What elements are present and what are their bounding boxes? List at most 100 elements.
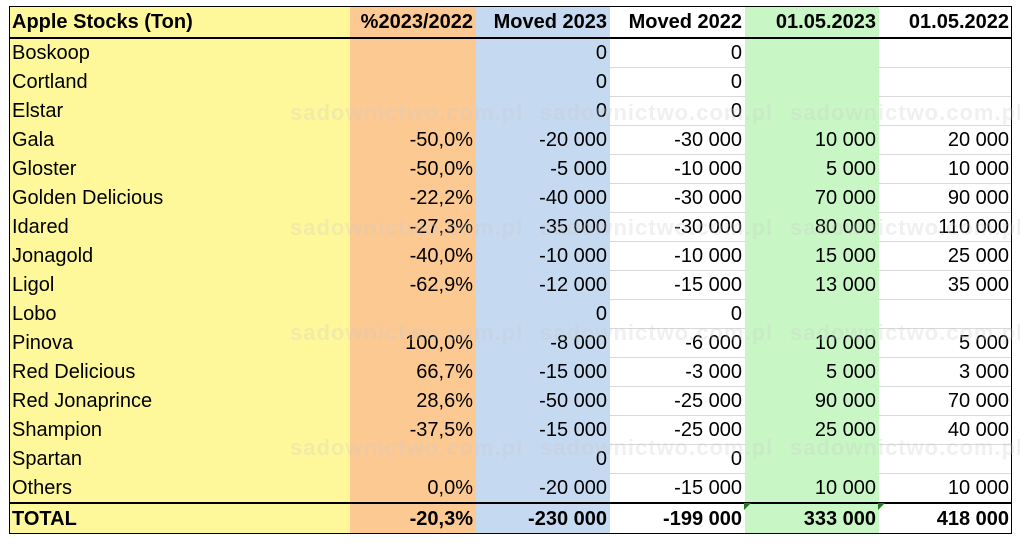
cell-variety[interactable]: Lobo: [9, 299, 350, 329]
cell-moved-2023[interactable]: -40 000: [476, 183, 610, 213]
total-change-percent[interactable]: -20,3%: [350, 502, 476, 533]
cell-stock-2022[interactable]: 25 000: [879, 241, 1012, 271]
cell-change-percent[interactable]: -62,9%: [350, 270, 476, 300]
cell-stock-2023[interactable]: [745, 67, 879, 97]
cell-stock-2023[interactable]: 5 000: [745, 357, 879, 387]
cell-moved-2023[interactable]: -15 000: [476, 357, 610, 387]
cell-variety[interactable]: Jonagold: [9, 241, 350, 271]
cell-stock-2022[interactable]: 110 000: [879, 212, 1012, 242]
cell-variety[interactable]: Spartan: [9, 444, 350, 474]
cell-stock-2022[interactable]: [879, 96, 1012, 126]
cell-stock-2023[interactable]: 70 000: [745, 183, 879, 213]
header-variety[interactable]: Apple Stocks (Ton): [9, 6, 350, 39]
cell-moved-2023[interactable]: 0: [476, 444, 610, 474]
cell-change-percent[interactable]: 66,7%: [350, 357, 476, 387]
cell-moved-2022[interactable]: -10 000: [610, 154, 745, 184]
cell-variety[interactable]: Gloster: [9, 154, 350, 184]
cell-moved-2022[interactable]: 0: [610, 299, 745, 329]
total-stock-2023[interactable]: 333 000: [745, 502, 879, 533]
cell-stock-2022[interactable]: 10 000: [879, 473, 1012, 504]
cell-moved-2022[interactable]: 0: [610, 444, 745, 474]
cell-stock-2023[interactable]: 25 000: [745, 415, 879, 445]
cell-stock-2023[interactable]: 10 000: [745, 473, 879, 503]
cell-moved-2022[interactable]: -30 000: [610, 212, 745, 242]
header-stock-2023[interactable]: 01.05.2023: [745, 6, 879, 39]
cell-stock-2022[interactable]: 70 000: [879, 386, 1012, 416]
cell-moved-2023[interactable]: -50 000: [476, 386, 610, 416]
header-moved-2022[interactable]: Moved 2022: [610, 6, 745, 39]
cell-change-percent[interactable]: [350, 299, 476, 329]
header-moved-2023[interactable]: Moved 2023: [476, 6, 610, 39]
cell-moved-2023[interactable]: -15 000: [476, 415, 610, 445]
cell-change-percent[interactable]: -22,2%: [350, 183, 476, 213]
cell-stock-2022[interactable]: 20 000: [879, 125, 1012, 155]
cell-stock-2023[interactable]: 15 000: [745, 241, 879, 271]
cell-variety[interactable]: Shampion: [9, 415, 350, 445]
cell-moved-2023[interactable]: -12 000: [476, 270, 610, 300]
cell-variety[interactable]: Ligol: [9, 270, 350, 300]
cell-moved-2023[interactable]: -20 000: [476, 473, 610, 503]
total-stock-2022[interactable]: 418 000: [879, 502, 1012, 533]
cell-stock-2022[interactable]: 3 000: [879, 357, 1012, 387]
total-moved-2023[interactable]: -230 000: [476, 502, 610, 533]
cell-moved-2022[interactable]: -6 000: [610, 328, 745, 358]
cell-change-percent[interactable]: 28,6%: [350, 386, 476, 416]
cell-moved-2023[interactable]: -10 000: [476, 241, 610, 271]
cell-stock-2023[interactable]: [745, 96, 879, 126]
cell-variety[interactable]: Boskoop: [9, 38, 350, 68]
cell-variety[interactable]: Elstar: [9, 96, 350, 126]
cell-change-percent[interactable]: [350, 67, 476, 97]
total-moved-2022[interactable]: -199 000: [610, 502, 745, 533]
cell-stock-2022[interactable]: 35 000: [879, 270, 1012, 300]
cell-moved-2023[interactable]: 0: [476, 299, 610, 329]
cell-moved-2023[interactable]: 0: [476, 96, 610, 126]
cell-change-percent[interactable]: -50,0%: [350, 125, 476, 155]
cell-variety[interactable]: Red Jonaprince: [9, 386, 350, 416]
cell-moved-2022[interactable]: -30 000: [610, 183, 745, 213]
cell-moved-2023[interactable]: -5 000: [476, 154, 610, 184]
cell-moved-2022[interactable]: 0: [610, 38, 745, 68]
cell-change-percent[interactable]: [350, 96, 476, 126]
cell-variety[interactable]: Others: [9, 473, 350, 503]
cell-change-percent[interactable]: -40,0%: [350, 241, 476, 271]
cell-stock-2022[interactable]: 90 000: [879, 183, 1012, 213]
cell-stock-2022[interactable]: 40 000: [879, 415, 1012, 445]
header-change-percent[interactable]: %2023/2022: [350, 6, 476, 39]
cell-variety[interactable]: Pinova: [9, 328, 350, 358]
cell-change-percent[interactable]: -50,0%: [350, 154, 476, 184]
cell-stock-2022[interactable]: [879, 38, 1012, 68]
cell-stock-2022[interactable]: 10 000: [879, 154, 1012, 184]
cell-moved-2022[interactable]: 0: [610, 67, 745, 97]
cell-moved-2023[interactable]: 0: [476, 67, 610, 97]
cell-variety[interactable]: Cortland: [9, 67, 350, 97]
cell-moved-2023[interactable]: -8 000: [476, 328, 610, 358]
cell-moved-2023[interactable]: 0: [476, 38, 610, 68]
cell-stock-2023[interactable]: 10 000: [745, 125, 879, 155]
cell-stock-2023[interactable]: 80 000: [745, 212, 879, 242]
cell-moved-2023[interactable]: -35 000: [476, 212, 610, 242]
header-stock-2022[interactable]: 01.05.2022: [879, 6, 1012, 39]
cell-stock-2023[interactable]: 10 000: [745, 328, 879, 358]
cell-variety[interactable]: Red Delicious: [9, 357, 350, 387]
cell-stock-2023[interactable]: 5 000: [745, 154, 879, 184]
cell-stock-2022[interactable]: 5 000: [879, 328, 1012, 358]
cell-moved-2022[interactable]: -10 000: [610, 241, 745, 271]
cell-stock-2022[interactable]: [879, 299, 1012, 329]
cell-stock-2023[interactable]: [745, 299, 879, 329]
cell-change-percent[interactable]: [350, 444, 476, 474]
cell-variety[interactable]: Gala: [9, 125, 350, 155]
cell-moved-2022[interactable]: -25 000: [610, 415, 745, 445]
cell-moved-2022[interactable]: -15 000: [610, 473, 745, 504]
cell-change-percent[interactable]: 100,0%: [350, 328, 476, 358]
cell-moved-2023[interactable]: -20 000: [476, 125, 610, 155]
cell-stock-2023[interactable]: 90 000: [745, 386, 879, 416]
cell-variety[interactable]: Idared: [9, 212, 350, 242]
total-label[interactable]: TOTAL: [9, 502, 350, 533]
cell-stock-2022[interactable]: [879, 444, 1012, 474]
cell-moved-2022[interactable]: -25 000: [610, 386, 745, 416]
cell-stock-2023[interactable]: 13 000: [745, 270, 879, 300]
cell-stock-2023[interactable]: [745, 444, 879, 474]
cell-variety[interactable]: Golden Delicious: [9, 183, 350, 213]
cell-stock-2023[interactable]: [745, 38, 879, 68]
cell-change-percent[interactable]: [350, 38, 476, 68]
